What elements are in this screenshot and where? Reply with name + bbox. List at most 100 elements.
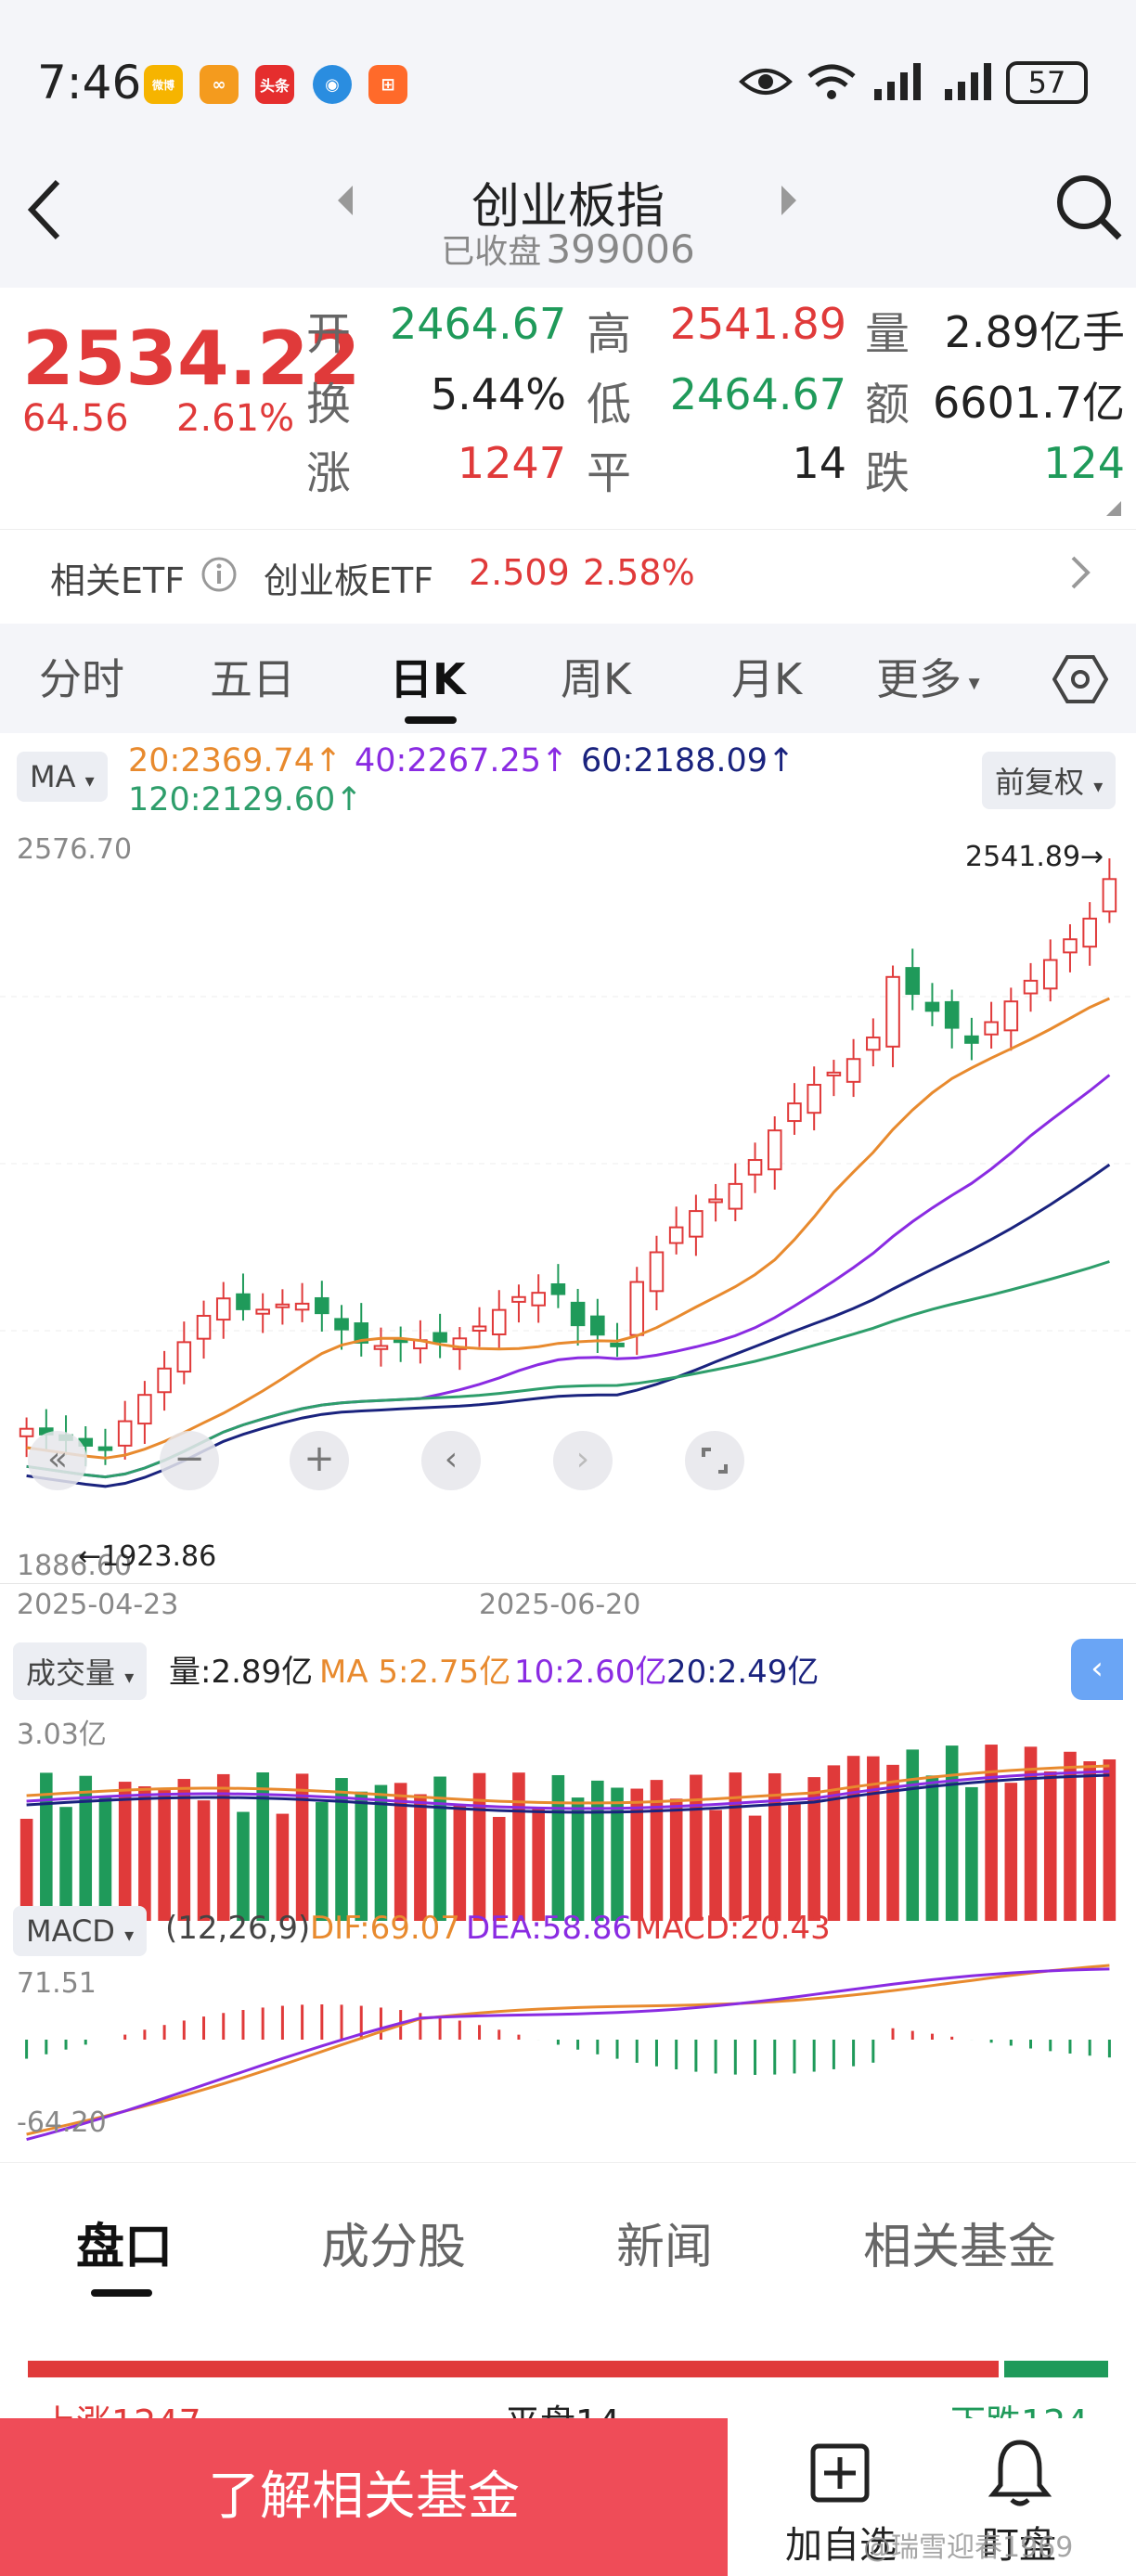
candle-body [846, 1058, 861, 1083]
candle-body [550, 1283, 566, 1295]
search-icon[interactable] [1052, 171, 1123, 241]
volume-bar [807, 1777, 820, 1921]
candle-body [19, 1427, 34, 1437]
fullscreen-icon[interactable] [685, 1431, 744, 1490]
volume-ma20-line [26, 1773, 1110, 1814]
volume-bar [394, 1783, 407, 1921]
candlestick-chart[interactable] [0, 830, 1136, 1498]
volume-bar [453, 1805, 467, 1921]
advances-value: 1247 [457, 438, 566, 488]
candle-body [570, 1301, 586, 1327]
scroll-left-fast-icon[interactable]: « [28, 1431, 87, 1490]
volume-bar [650, 1780, 664, 1921]
volume-bar [571, 1797, 585, 1921]
kchart-low-marker: ←1923.86 [78, 1540, 217, 1573]
date-axis-line [0, 1583, 1136, 1584]
macd-y-max-label: 71.51 [17, 1967, 97, 2000]
amount-label: 额 [865, 379, 910, 431]
candle-body [531, 1292, 546, 1307]
macd-indicator-selector[interactable]: MACD ▾ [13, 1906, 148, 1956]
adjust-selector[interactable]: 前复权 ▾ [982, 752, 1117, 809]
date-label-mid: 2025-06-20 [479, 1589, 641, 1621]
zoom-in-icon[interactable]: + [290, 1431, 349, 1490]
candle-body [944, 1000, 960, 1029]
expand-corner-icon[interactable] [1104, 499, 1123, 518]
tab-related-funds[interactable]: 相关基金 [863, 2220, 1057, 2275]
volume-bar [256, 1772, 269, 1921]
bell-icon[interactable] [988, 2437, 1052, 2507]
volume-ma5-line [26, 1764, 1110, 1805]
candle-body [629, 1281, 645, 1336]
candle-body [255, 1308, 270, 1315]
open-value: 2464.67 [390, 299, 567, 349]
volume-bar [19, 1819, 33, 1921]
candle-body [432, 1332, 447, 1343]
add-watchlist-icon[interactable] [809, 2442, 871, 2504]
volume-bar [118, 1782, 132, 1921]
tab-five-day[interactable]: 五日 [210, 654, 295, 704]
tab-constituents[interactable]: 成分股 [321, 2220, 467, 2275]
volume-bar [945, 1745, 959, 1921]
macd-chart[interactable] [0, 1958, 1136, 2153]
candle-body [826, 1071, 842, 1076]
candle-body [157, 1367, 172, 1394]
candle-body [689, 1210, 704, 1238]
candle-body [905, 967, 921, 996]
ma120-legend: 120:2129.60↑ [128, 781, 363, 818]
tab-order-book[interactable]: 盘口 [76, 2220, 174, 2275]
tab-daily-k[interactable]: 日K [390, 654, 466, 704]
tab-news[interactable]: 新闻 [616, 2220, 714, 2275]
chevron-right-icon[interactable] [1067, 554, 1095, 591]
volume-bar [98, 1796, 112, 1921]
macd-params: (12,26,9) [165, 1910, 311, 1947]
candle-body [491, 1308, 507, 1335]
candle-body [97, 1446, 113, 1451]
back-icon[interactable] [22, 176, 69, 241]
add-watchlist-button[interactable]: 加自选 [785, 2524, 897, 2567]
candle-body [610, 1342, 625, 1347]
next-index-icon[interactable] [778, 182, 800, 219]
market-status: 已收盘 399006 [441, 226, 695, 272]
volume-bar [472, 1772, 486, 1921]
volume-bar [925, 1775, 939, 1921]
volume-bar [138, 1786, 151, 1921]
toutiao-app-icon: 头条 [255, 65, 294, 104]
candle-body [747, 1159, 763, 1176]
ma60-legend: 60:2188.09↑ [581, 742, 795, 779]
prev-index-icon[interactable] [334, 182, 356, 219]
breadth-down-bar [1004, 2361, 1108, 2377]
volume-bar [1083, 1761, 1096, 1921]
zoom-out-icon[interactable]: − [160, 1431, 219, 1490]
volume-bar [768, 1772, 781, 1921]
turnover-label: 换 [306, 379, 352, 431]
learn-funds-button[interactable]: 了解相关基金 [0, 2418, 728, 2576]
watch-button[interactable]: 盯盘 [982, 2524, 1056, 2567]
declines-value: 124 [1043, 438, 1125, 488]
scroll-left-icon[interactable]: ‹ [421, 1431, 481, 1490]
related-etf-row[interactable]: 相关ETF 创业板ETF 2.509 2.58% [0, 529, 1136, 612]
kchart-y-min-label: 1886.60 [17, 1550, 133, 1582]
volume-chart[interactable] [0, 1707, 1136, 1921]
candle-body [354, 1322, 369, 1344]
volume-label: 量 [865, 308, 910, 360]
tab-more[interactable]: 更多 ▾ [876, 654, 980, 704]
volume-bar [216, 1773, 230, 1921]
volume-indicator-selector[interactable]: 成交量 ▾ [13, 1642, 148, 1700]
info-icon[interactable] [200, 556, 238, 593]
volume-bar [965, 1786, 978, 1921]
candle-body [1042, 959, 1058, 990]
macd-dea-legend: DEA:58.86 [466, 1910, 633, 1947]
settings-hexagon-icon[interactable] [1052, 653, 1108, 705]
volume-bar [79, 1775, 93, 1921]
quote-panel: 2534.22 64.56 2.61% 开 2464.67 高 2541.89 … [0, 288, 1136, 529]
tab-intraday[interactable]: 分时 [39, 654, 124, 704]
chart-area: MA ▾ 20:2369.74↑ 40:2267.25↑ 60:2188.09↑… [0, 733, 1136, 2162]
collapse-panel-icon[interactable]: ‹ [1071, 1639, 1123, 1700]
tab-weekly-k[interactable]: 周K [561, 654, 632, 704]
volume-bar [611, 1787, 624, 1921]
scroll-right-icon[interactable]: › [553, 1431, 613, 1490]
tab-monthly-k[interactable]: 月K [731, 654, 803, 704]
ma-selector[interactable]: MA ▾ [17, 752, 108, 802]
volume-legend: 量:2.89亿 [169, 1654, 314, 1691]
weibo-app-icon: 微博 [144, 65, 183, 104]
